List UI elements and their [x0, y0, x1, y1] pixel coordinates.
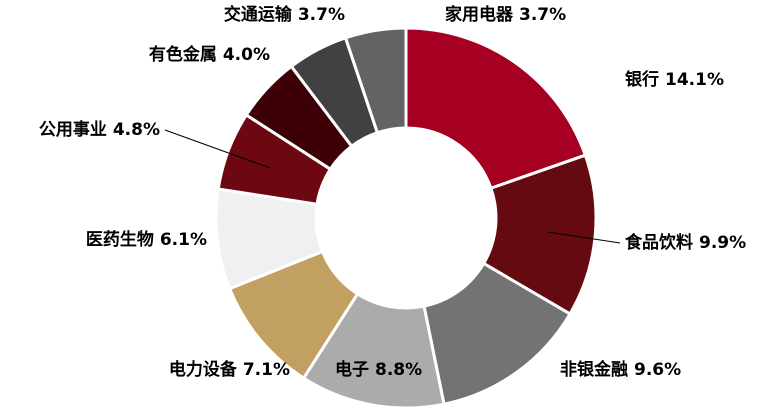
category-label: 食品饮料 — [625, 232, 693, 253]
slice — [481, 153, 598, 317]
value-label: 4.8% — [113, 120, 160, 140]
slice-label: 公用事业 4.8% — [39, 120, 160, 140]
value-label: 6.1% — [160, 230, 207, 250]
slice — [404, 26, 588, 191]
slice-label: 非银金融 9.6% — [560, 359, 681, 380]
category-label: 非银金融 — [560, 359, 628, 380]
value-label: 9.9% — [699, 233, 746, 253]
value-label: 3.7% — [298, 5, 345, 25]
slice-label: 电力设备 7.1% — [169, 359, 290, 380]
value-label: 3.7% — [519, 5, 566, 25]
slice-label: 医药生物 6.1% — [86, 229, 207, 250]
slice-label: 有色金属 4.0% — [149, 44, 270, 65]
value-label: 14.1% — [665, 70, 724, 90]
category-label: 电子 — [335, 359, 369, 380]
category-label: 银行 — [625, 69, 659, 90]
slice-label: 银行 14.1% — [625, 69, 724, 90]
category-label: 医药生物 — [86, 229, 154, 250]
slice-label: 电子 8.8% — [335, 359, 422, 380]
value-label: 7.1% — [243, 360, 290, 380]
category-label: 交通运输 — [224, 4, 293, 25]
slice-label: 食品饮料 9.9% — [625, 232, 746, 253]
category-label: 公用事业 — [39, 120, 107, 140]
value-label: 9.6% — [634, 360, 681, 380]
value-label: 4.0% — [223, 45, 270, 65]
leader-line — [164, 129, 271, 169]
category-label: 电力设备 — [169, 359, 238, 380]
slice-label: 交通运输 3.7% — [224, 4, 345, 25]
category-label: 有色金属 — [149, 44, 217, 65]
category-label: 家用电器 — [445, 4, 514, 25]
leader-line — [547, 231, 621, 244]
slice — [343, 26, 408, 135]
value-label: 8.8% — [375, 360, 422, 380]
slice-label: 家用电器 3.7% — [445, 4, 566, 25]
